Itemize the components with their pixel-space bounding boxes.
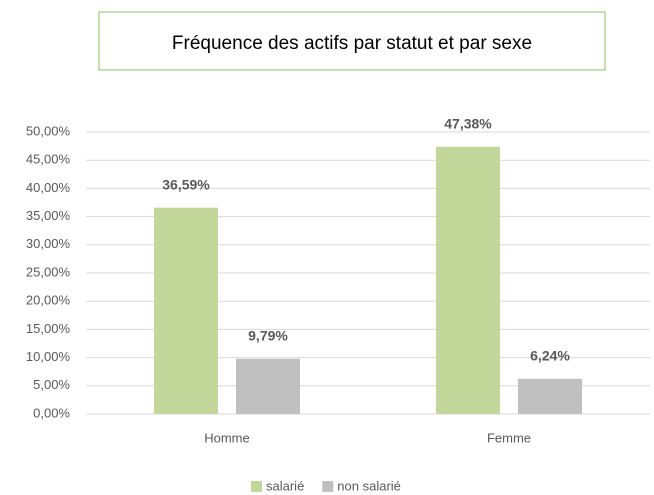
y-tick-label: 35,00% <box>26 208 71 223</box>
y-tick-label: 0,00% <box>33 405 70 420</box>
y-tick-label: 30,00% <box>26 236 71 251</box>
y-tick-label: 10,00% <box>26 349 71 364</box>
legend-label: salarié <box>266 478 304 493</box>
y-tick-label: 45,00% <box>26 152 71 167</box>
bar <box>518 378 582 414</box>
chart-title: Fréquence des actifs par statut et par s… <box>172 33 532 54</box>
legend-swatch <box>251 481 262 492</box>
x-tick-label: Femme <box>487 430 531 445</box>
y-tick-label: 20,00% <box>26 293 71 308</box>
value-label: 36,59% <box>162 176 210 192</box>
x-tick-label: Homme <box>204 430 250 445</box>
title-box <box>98 11 606 71</box>
bar <box>236 358 300 414</box>
y-tick-label: 15,00% <box>26 321 71 336</box>
y-tick-label: 25,00% <box>26 264 71 279</box>
y-tick-label: 50,00% <box>26 123 71 138</box>
y-tick-label: 40,00% <box>26 180 71 195</box>
value-label: 47,38% <box>444 115 492 131</box>
bar <box>154 207 218 414</box>
bar <box>436 146 500 414</box>
legend-label: non salarié <box>337 478 401 493</box>
y-tick-label: 5,00% <box>33 377 70 392</box>
value-label: 9,79% <box>248 327 288 343</box>
value-label: 6,24% <box>530 348 570 364</box>
legend-swatch <box>322 481 334 492</box>
